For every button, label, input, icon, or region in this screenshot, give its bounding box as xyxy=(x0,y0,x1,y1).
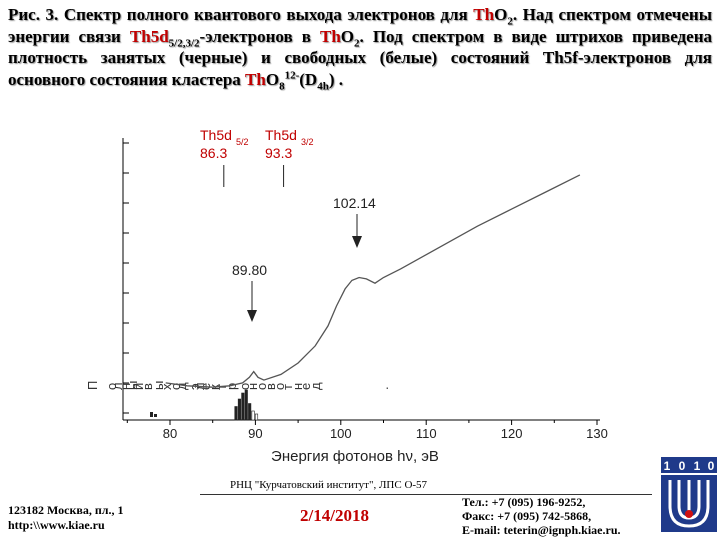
dos-bar xyxy=(254,413,259,421)
annotation-th5d52-subscript: 5/2 xyxy=(236,137,249,147)
logo-digit-3: 1 xyxy=(694,459,701,473)
logo-digit-1: 1 xyxy=(664,459,671,473)
y-label-fragment: о xyxy=(254,383,269,390)
y-label-fragment: ы xyxy=(151,381,166,390)
y-label-fragment: ы xyxy=(125,381,140,390)
dos-bar xyxy=(234,406,238,421)
caption-subscript-2: 5/2,3/2 xyxy=(168,36,200,49)
annotation-th5d52-label: Th5d xyxy=(200,127,232,143)
y-label-fragment: в xyxy=(263,383,278,390)
y-label-fragment: х xyxy=(159,383,174,390)
caption-text-1: Рис. 3. Спектр полного квантового выхода… xyxy=(8,5,474,24)
y-label-fragment: о xyxy=(168,383,183,390)
caption-formula-o-4: O xyxy=(265,69,280,89)
y-label-fragment: о xyxy=(237,383,252,390)
y-label-fragment: р xyxy=(224,383,239,390)
y-label-fragment: т xyxy=(280,384,295,390)
caption-text-2: . Над спектром отмечены энергии связи xyxy=(8,5,712,46)
caption-formula-th-1: Th xyxy=(473,5,495,24)
y-label-fragment: н xyxy=(290,383,305,390)
caption-text-5: (D xyxy=(299,69,318,89)
footer-address-line: 123182 Москва, пл., 1 xyxy=(8,503,124,517)
footer-address: 123182 Москва, пл., 1 http:\\www.kiae.ru xyxy=(8,503,124,533)
footer-email-link[interactable]: E-mail: teterin@ignph.kiae.ru. xyxy=(462,523,621,537)
y-label-fragment: д xyxy=(308,382,323,390)
annotation-th5d32-subscript: 3/2 xyxy=(301,137,314,147)
x-tick-label: 120 xyxy=(501,426,523,441)
dos-bar xyxy=(244,389,248,421)
caption-subscript-3: 2 xyxy=(354,36,360,49)
caption-subscript-5: 4h xyxy=(317,79,329,92)
dos-marker xyxy=(150,412,153,417)
y-label-fragment: . xyxy=(376,386,391,390)
spectrum-chart: 80 90 100 110 120 130 Энергия фотонов hν, эВ П о… xyxy=(85,127,608,465)
y-label-fragment: н xyxy=(118,383,133,390)
footer-institute: РНЦ "Курчатовский институт", ЛПС О-57 xyxy=(230,479,428,491)
caption-formula-th5d: Th5d xyxy=(129,26,169,46)
annotation-th5d32-label: Th5d xyxy=(265,127,297,143)
caption-formula-o-3: O xyxy=(340,26,355,46)
caption-text-4: . Под спектром в виде штрихов приведена … xyxy=(8,26,712,89)
footer-website-link[interactable]: http:\\www.kiae.ru xyxy=(8,518,105,532)
x-tick-label: 110 xyxy=(416,426,437,441)
y-label-fragment: й xyxy=(131,383,146,390)
dos-bar xyxy=(237,398,241,421)
y-label-fragment: д xyxy=(174,382,189,390)
y-label-fragment: в xyxy=(140,383,155,390)
annotation-8980-arrowhead xyxy=(247,310,257,322)
annotation-102-label: 102.14 xyxy=(333,195,376,211)
caption-subscript-1: 2 xyxy=(507,15,513,28)
y-label-fragment: л xyxy=(110,382,125,390)
y-label-fragment: П xyxy=(85,381,100,390)
caption-formula-o-1: O xyxy=(494,5,508,24)
y-label-fragment: о xyxy=(272,383,287,390)
x-tick-label: 90 xyxy=(248,426,262,441)
logo-digits: 1 0 1 0 xyxy=(664,459,715,473)
caption-superscript-4: 12- xyxy=(284,68,300,81)
institute-logo-icon: 1 0 1 0 xyxy=(660,456,718,534)
caption-text-6: ) . xyxy=(328,69,343,89)
caption-formula-th-3: Th xyxy=(319,26,341,46)
caption-formula-th-4: Th xyxy=(245,69,266,89)
caption-text-3: -электронов в xyxy=(199,26,320,46)
annotation-102-arrowhead xyxy=(352,236,362,248)
x-tick-label: 80 xyxy=(163,426,177,441)
y-label-fragment: н xyxy=(245,383,260,390)
footer-divider xyxy=(200,494,652,495)
footer-date: 2/14/2018 xyxy=(300,506,369,525)
y-label-fragment: е xyxy=(298,383,313,390)
spectrum-line xyxy=(165,174,581,388)
caption-subscript-4: 8 xyxy=(279,79,285,92)
y-label-fragment: о xyxy=(104,383,119,390)
footer-fax: Факс: +7 (095) 742-5868, xyxy=(462,509,592,523)
logo-digit-2: 0 xyxy=(679,459,686,473)
figure-caption: Рис. 3. Спектр полного квантового выхода… xyxy=(8,4,712,92)
x-axis-label: Энергия фотонов hν, эВ xyxy=(271,448,439,465)
footer-contacts: Тел.: +7 (095) 196-9252, Факс: +7 (095) … xyxy=(462,495,621,537)
annotation-th5d32-value: 93.3 xyxy=(265,145,292,161)
x-tick-label: 130 xyxy=(586,426,608,441)
dos-bar xyxy=(251,410,255,421)
dos-bar xyxy=(241,392,245,421)
x-tick-label: 100 xyxy=(330,426,352,441)
logo-digit-4: 0 xyxy=(708,459,715,473)
footer-phone: Тел.: +7 (095) 196-9252, xyxy=(462,495,586,509)
dos-bar xyxy=(248,403,252,421)
dos-marker xyxy=(154,414,157,417)
annotation-8980-label: 89.80 xyxy=(232,262,267,278)
annotation-th5d52-value: 86.3 xyxy=(200,145,227,161)
